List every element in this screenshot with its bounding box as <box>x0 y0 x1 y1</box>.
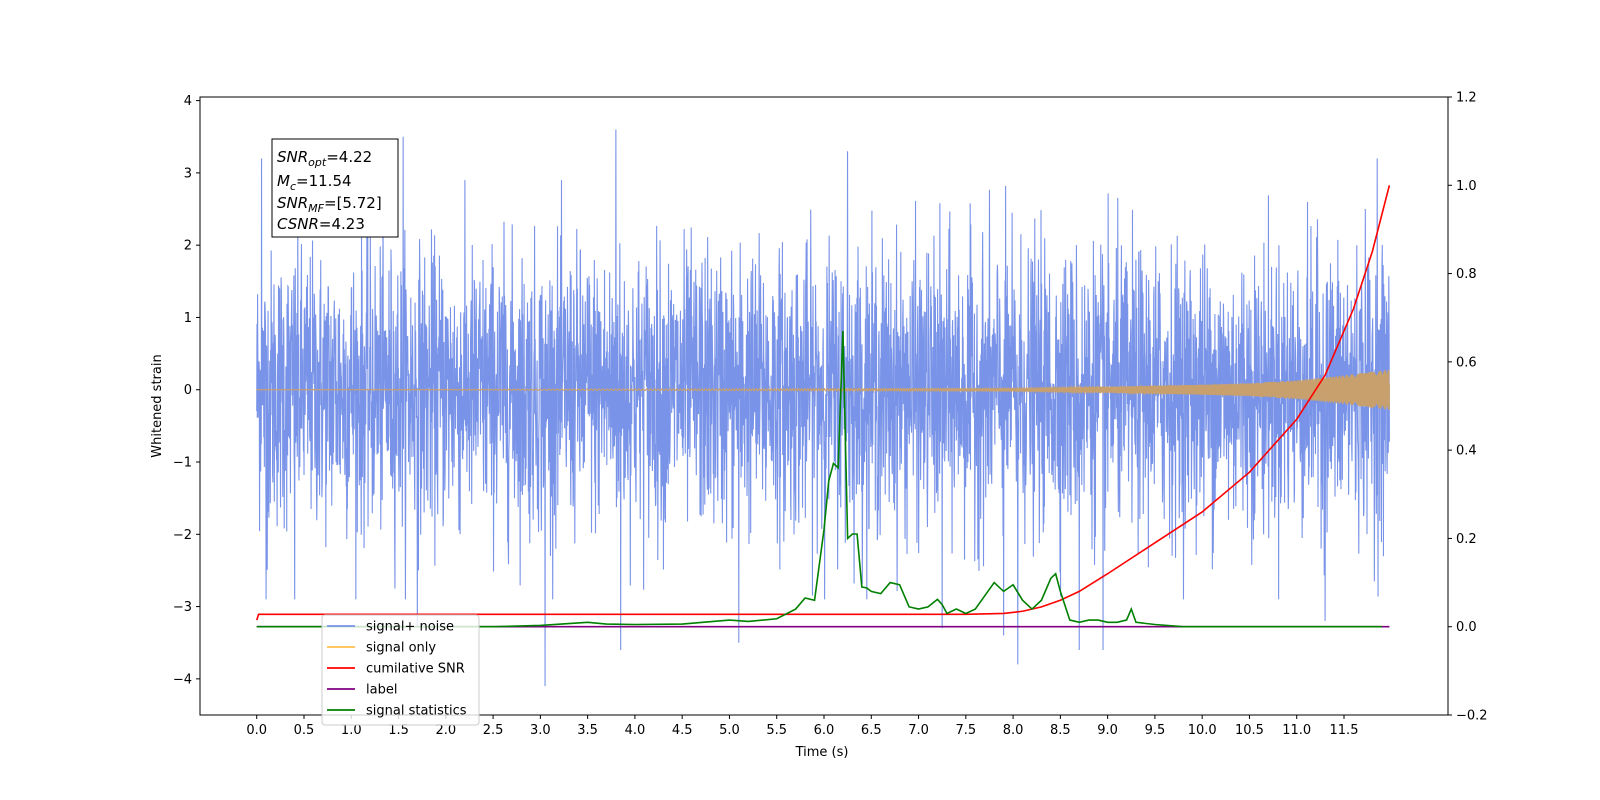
x-tick-label: 5.0 <box>719 723 740 738</box>
x-tick-label: 4.0 <box>625 723 646 738</box>
legend-entries: signal+ noise signal only cumilative SNR la… <box>327 620 467 719</box>
x-tick-label: 10.5 <box>1235 723 1264 738</box>
x-tick-label: 5.5 <box>766 723 787 738</box>
x-tick-label: 4.5 <box>672 723 693 738</box>
x-tick-label: 9.0 <box>1097 723 1118 738</box>
y-tick-label: 2 <box>184 239 192 254</box>
x-tick-label: 10.0 <box>1188 723 1217 738</box>
x-tick-label: 3.5 <box>577 723 598 738</box>
y-tick-label: 3 <box>184 166 192 181</box>
info-csnr: CSNR=4.23 <box>277 215 365 233</box>
info-box: SNRopt=4.22 Mc=11.54 SNRMF=[5.72] CSNR=4… <box>271 138 399 238</box>
y-tick-label: 0 <box>184 383 192 398</box>
signal-noise-series <box>256 129 1390 687</box>
x-tick-label: 11.5 <box>1330 723 1359 738</box>
x-tick-label: 1.0 <box>341 723 362 738</box>
y2-tick-label: 0.4 <box>1456 444 1477 459</box>
info-snr-opt: SNRopt=4.22 <box>277 148 372 169</box>
info-snr-mf: SNRMF=[5.72] <box>277 194 382 215</box>
y-tick-label: −2 <box>173 528 192 543</box>
cumulative-snr-line <box>255 185 1391 621</box>
x-axis-label: Time (s) <box>795 745 849 760</box>
y-tick-label: 4 <box>184 94 192 109</box>
x-tick-label: 7.5 <box>955 723 976 738</box>
y2-tick-label: 0.2 <box>1456 532 1477 547</box>
x-axis: 0.0 0.5 1.0 1.5 2.0 2.5 3.0 3.5 4.0 4.5 5.0 5.5 6.0 6… <box>246 715 1358 738</box>
x-tick-label: 2.5 <box>483 723 504 738</box>
x-tick-label: 9.5 <box>1145 723 1166 738</box>
y-axis-label: Whitened strain <box>150 354 165 457</box>
info-mc: Mc=11.54 <box>277 172 352 193</box>
x-tick-label: 2.0 <box>435 723 456 738</box>
signal-statistics-line <box>256 330 1382 628</box>
y2-tick-label: 0.0 <box>1456 620 1477 635</box>
info-box-frame <box>271 138 399 238</box>
legend: signal+ noise signal only cumilative SNR la… <box>321 614 480 726</box>
x-tick-label: 0.0 <box>246 723 267 738</box>
y-axis-left: −4 −3 −2 −1 0 1 2 3 4 <box>173 94 200 687</box>
x-tick-label: 8.5 <box>1050 723 1071 738</box>
signal-only-line <box>256 369 1390 410</box>
x-tick-label: 6.0 <box>814 723 835 738</box>
x-tick-label: 3.0 <box>530 723 551 738</box>
y-axis-right: −0.2 0.0 0.2 0.4 0.6 0.8 1.0 1.2 <box>1448 91 1488 724</box>
y2-tick-label: −0.2 <box>1456 709 1488 724</box>
x-tick-label: 7.0 <box>908 723 929 738</box>
signal-only-series <box>256 369 1390 410</box>
legend-frame <box>321 614 480 726</box>
y2-tick-label: 0.6 <box>1456 355 1477 370</box>
y2-tick-label: 0.8 <box>1456 267 1477 282</box>
x-tick-label: 1.5 <box>388 723 409 738</box>
legend-label: cumilative SNR <box>366 662 465 677</box>
x-tick-label: 11.0 <box>1282 723 1311 738</box>
y2-tick-label: 1.2 <box>1456 91 1477 106</box>
y-tick-label: −1 <box>173 456 192 471</box>
x-tick-label: 6.5 <box>861 723 882 738</box>
y-tick-label: −4 <box>173 672 192 687</box>
legend-label: signal+ noise <box>366 620 454 635</box>
legend-label: signal only <box>366 641 436 656</box>
signal-noise-line <box>256 129 1390 687</box>
x-tick-label: 8.0 <box>1003 723 1024 738</box>
y-tick-label: −3 <box>173 600 192 615</box>
legend-label: signal statistics <box>366 704 467 719</box>
x-tick-label: 0.5 <box>294 723 315 738</box>
legend-label: label <box>366 683 397 698</box>
y2-tick-label: 1.0 <box>1456 179 1477 194</box>
y-tick-label: 1 <box>184 311 192 326</box>
